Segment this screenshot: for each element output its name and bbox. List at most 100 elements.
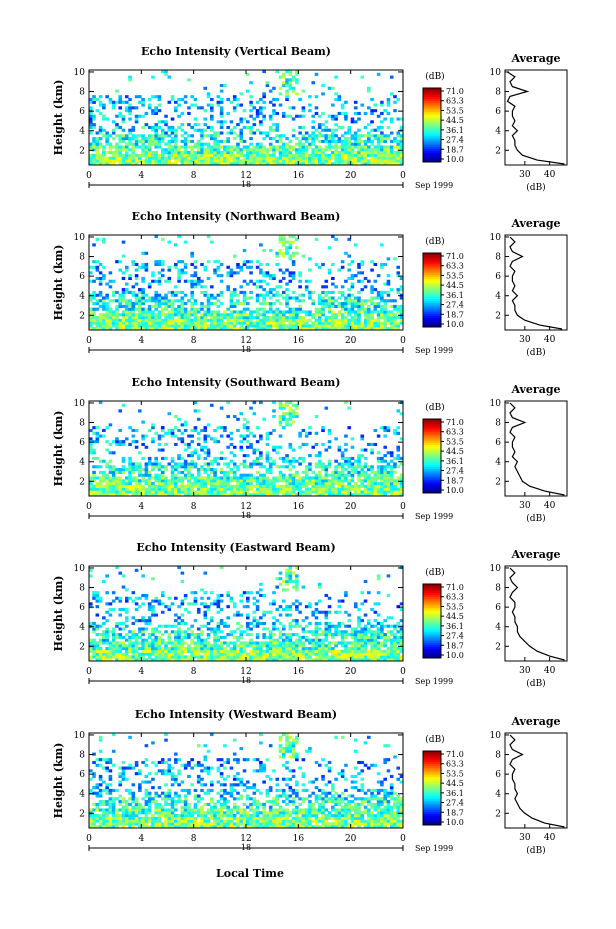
panel-title: Echo Intensity (Southward Beam): [132, 376, 341, 389]
avg-y-tick-label: 10: [490, 731, 502, 741]
colorbar-unit: (dB): [425, 402, 444, 413]
avg-y-tick-label: 4: [495, 458, 501, 468]
panel-title: Echo Intensity (Eastward Beam): [136, 541, 335, 554]
colorbar-label: 10.0: [446, 155, 464, 164]
avg-y-tick-label: 4: [495, 790, 501, 800]
avg-x-label: (dB): [526, 513, 545, 524]
average-profile: Average 2 4 6 8 10 30 40 (dB): [490, 52, 568, 193]
date-label: Sep 1999: [415, 346, 453, 355]
y-tick-label: 10: [74, 399, 86, 409]
y-tick-label: 8: [79, 419, 85, 429]
y-tick-label: 10: [74, 564, 86, 574]
average-profile: Average 2 4 6 8 10 30 40 (dB): [490, 715, 568, 856]
colorbar-label: 18.7: [446, 808, 464, 817]
avg-x-tick-label: 30: [519, 666, 531, 676]
avg-y-tick-label: 6: [495, 603, 501, 613]
x-tick-label: 0: [86, 667, 92, 677]
colorbar: 71.063.353.544.536.127.418.710.0: [422, 418, 464, 495]
x-tick-label: 12: [240, 834, 251, 844]
date-day: 18: [241, 180, 251, 189]
average-title: Average: [510, 715, 560, 728]
colorbar-label: 10.0: [446, 486, 464, 495]
colorbar-label: 53.5: [446, 437, 464, 446]
colorbar-label: 71.0: [446, 252, 464, 261]
x-tick-label: 0: [86, 834, 92, 844]
y-axis-label: Height (km): [52, 576, 65, 652]
profile-line: [509, 402, 565, 496]
colorbar-label: 36.1: [446, 126, 464, 135]
x-tick-label: 20: [345, 834, 357, 844]
avg-x-tick-label: 30: [519, 170, 531, 180]
panel-2: Echo Intensity (Northward Beam) 2 4 6 8 10 Hei…: [52, 210, 568, 358]
colorbar-label: 44.5: [446, 281, 464, 290]
colorbar-label: 71.0: [446, 750, 464, 759]
x-tick-label: 4: [138, 502, 144, 512]
panel-4: Echo Intensity (Eastward Beam) 2 4 6 8 10 Heig…: [52, 541, 568, 689]
avg-x-tick-label: 30: [519, 501, 531, 511]
x-tick-label: 4: [138, 834, 144, 844]
colorbar-label: 53.5: [446, 769, 464, 778]
avg-y-tick-label: 8: [495, 253, 501, 263]
colorbar-label: 10.0: [446, 320, 464, 329]
heatmap-cells: [89, 401, 404, 497]
date-label: Sep 1999: [415, 677, 453, 686]
avg-x-tick-label: 40: [544, 170, 556, 180]
heatmap-cells: [89, 566, 404, 662]
x-tick-label: 0: [86, 171, 92, 181]
panel-3: Echo Intensity (Southward Beam) 2 4 6 8 10 Hei…: [52, 376, 568, 524]
average-profile: Average 2 4 6 8 10 30 40 (dB): [490, 548, 568, 689]
y-tick-label: 10: [74, 233, 86, 243]
x-tick-label: 0: [400, 502, 406, 512]
x-tick-label: 4: [138, 336, 144, 346]
avg-y-tick-label: 2: [495, 311, 501, 321]
colorbar-label: 10.0: [446, 818, 464, 827]
date-day: 18: [241, 511, 251, 520]
x-tick-label: 16: [293, 336, 305, 346]
y-tick-label: 6: [79, 438, 85, 448]
x-tick-label: 0: [400, 171, 406, 181]
profile-line: [509, 734, 565, 828]
colorbar-unit: (dB): [425, 236, 444, 247]
y-tick-label: 2: [79, 642, 85, 652]
colorbar-label: 18.7: [446, 145, 464, 154]
colorbar-label: 71.0: [446, 87, 464, 96]
x-tick-label: 8: [191, 667, 197, 677]
average-title: Average: [510, 548, 560, 561]
colorbar-label: 10.0: [446, 651, 464, 660]
panel-5: Echo Intensity (Westward Beam) 2 4 6 8 10 Heig…: [52, 708, 568, 856]
y-tick-label: 6: [79, 272, 85, 282]
average-title: Average: [510, 52, 560, 65]
colorbar: 71.063.353.544.536.127.418.710.0: [422, 750, 464, 827]
x-tick-label: 16: [293, 502, 305, 512]
date-label: Sep 1999: [415, 844, 453, 853]
avg-y-tick-label: 10: [490, 564, 502, 574]
avg-x-label: (dB): [526, 347, 545, 358]
avg-y-tick-label: 6: [495, 272, 501, 282]
profile-line: [509, 567, 565, 661]
avg-y-tick-label: 8: [495, 419, 501, 429]
avg-y-tick-label: 4: [495, 623, 501, 633]
x-tick-label: 16: [293, 667, 305, 677]
date-label: Sep 1999: [415, 512, 453, 521]
panel-title: Echo Intensity (Westward Beam): [135, 708, 337, 721]
avg-x-tick-label: 30: [519, 833, 531, 843]
average-title: Average: [510, 217, 560, 230]
avg-y-tick-label: 4: [495, 292, 501, 302]
avg-y-tick-label: 10: [490, 399, 502, 409]
colorbar: 71.063.353.544.536.127.418.710.0: [422, 252, 464, 329]
y-tick-label: 6: [79, 770, 85, 780]
avg-x-tick-label: 40: [544, 501, 556, 511]
x-tick-label: 12: [240, 171, 251, 181]
date-day: 18: [241, 676, 251, 685]
x-tick-label: 16: [293, 171, 305, 181]
profile-line: [506, 71, 565, 165]
x-tick-label: 8: [191, 834, 197, 844]
y-axis-label: Height (km): [52, 80, 65, 156]
colorbar: 71.063.353.544.536.127.418.710.0: [422, 583, 464, 660]
colorbar-unit: (dB): [425, 71, 444, 82]
x-axis-title: Local Time: [216, 867, 284, 880]
x-tick-label: 12: [240, 667, 251, 677]
x-tick-label: 20: [345, 171, 357, 181]
avg-y-tick-label: 10: [490, 68, 502, 78]
x-tick-label: 0: [86, 502, 92, 512]
